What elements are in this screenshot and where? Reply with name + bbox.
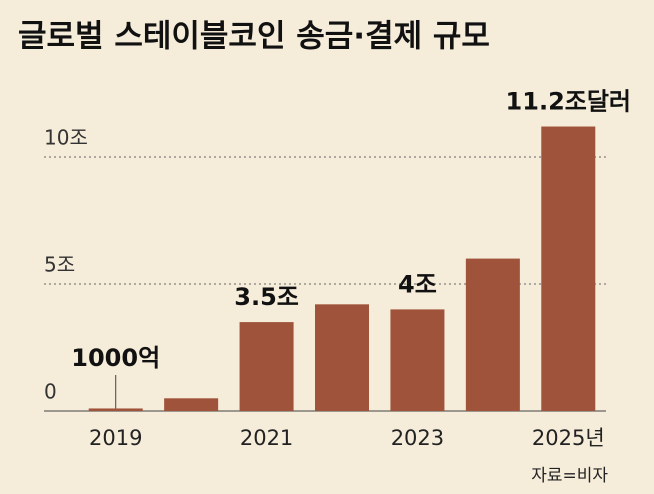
bar	[390, 309, 445, 411]
x-tick-label: 2025년	[532, 426, 605, 450]
y-tick-label: 10조	[44, 126, 88, 150]
bar	[88, 408, 143, 411]
chart-title: 글로벌 스테이블코인 송금·결제 규모	[18, 19, 490, 55]
source: 자료=비자	[531, 466, 608, 486]
y-tick-label: 0	[44, 380, 57, 404]
value-label: 1000억	[71, 344, 160, 372]
x-tick-label: 2021	[240, 426, 293, 450]
value-label: 4조	[398, 270, 437, 298]
bar	[239, 322, 294, 411]
bar	[541, 126, 596, 412]
x-tick-label: 2023	[391, 426, 444, 450]
bar	[315, 304, 369, 411]
value-label: 11.2조달러	[506, 88, 631, 116]
x-tick-label: 2019	[89, 426, 142, 450]
y-tick-label: 5조	[44, 253, 75, 277]
bar	[164, 398, 219, 411]
bar	[465, 258, 520, 411]
value-label: 3.5조	[234, 283, 299, 311]
